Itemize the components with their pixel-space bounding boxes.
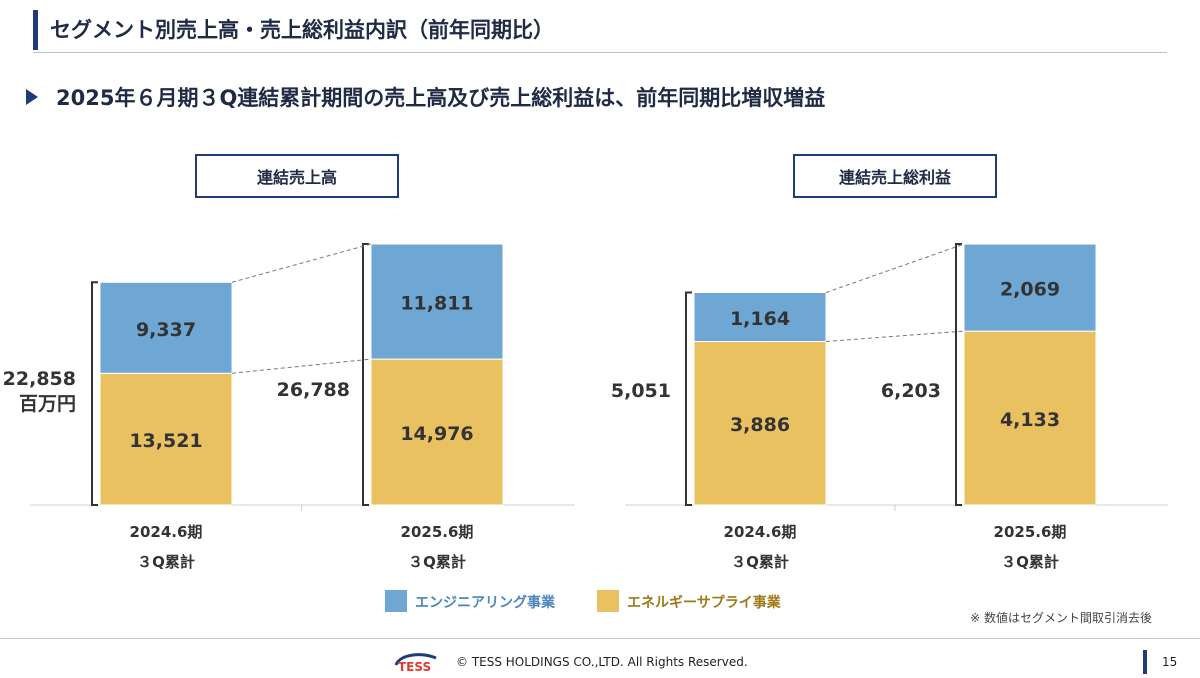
data-label-energy-supply: 4,133	[1000, 409, 1060, 431]
unit-label: 百万円	[19, 393, 76, 415]
headline-text: 2025年６月期３Q連結累計期間の売上高及び売上総利益は、前年同期比増収増益	[56, 86, 826, 110]
total-label: 6,203	[881, 380, 941, 402]
page-title: セグメント別売上高・売上総利益内訳（前年同期比）	[50, 18, 554, 42]
logo-text: TESS	[398, 660, 431, 674]
bar-energy-supply	[963, 330, 1097, 506]
legend-swatch-engineering	[385, 590, 407, 612]
bar-energy-supply	[99, 372, 233, 506]
chart-title-0: 連結売上高	[257, 168, 337, 187]
chart-title-box-0	[195, 154, 399, 198]
footnote: ※ 数値はセグメント間取引消去後	[970, 611, 1152, 625]
legend-label-engineering: エンジニアリング事業	[415, 595, 555, 611]
segment-charts: 連結売上高 13,521 9,337 22,858 2024.6期 ３Q累計 14,976 1…	[3, 154, 1168, 571]
page-number-bar	[1143, 650, 1147, 674]
total-label: 26,788	[277, 379, 350, 401]
bar-energy-supply	[693, 340, 827, 506]
copyright: © TESS HOLDINGS CO.,LTD. All Rights Rese…	[456, 655, 748, 669]
bar-engineering	[99, 281, 233, 374]
legend-label-energy-supply: エネルギーサプライ事業	[627, 595, 781, 611]
data-label-energy-supply: 3,886	[730, 414, 790, 436]
bar-engineering	[963, 243, 1097, 332]
x-tick-label-line2: ３Q累計	[1001, 553, 1059, 571]
page-number: 15	[1162, 655, 1178, 669]
data-label-engineering: 9,337	[136, 319, 196, 341]
x-tick-label-line1: 2024.6期	[724, 523, 797, 541]
bar-engineering	[370, 243, 504, 360]
bar-energy-supply	[370, 358, 504, 506]
tess-logo-icon: TESS	[394, 653, 437, 674]
chart-title-box-1	[793, 154, 997, 198]
connector-segment	[825, 330, 965, 342]
triangle-bullet-icon	[26, 89, 38, 105]
x-tick-label-line1: 2024.6期	[130, 523, 203, 541]
header: セグメント別売上高・売上総利益内訳（前年同期比）	[0, 0, 1200, 52]
data-label-engineering: 1,164	[730, 308, 790, 330]
footer-divider	[0, 638, 1200, 639]
legend-swatch-energy-supply	[597, 590, 619, 612]
x-tick-label-line2: ３Q累計	[731, 553, 789, 571]
total-bracket	[685, 291, 692, 506]
total-label: 22,858	[3, 368, 76, 390]
data-label-engineering: 2,069	[1000, 279, 1060, 301]
header-accent-bar	[33, 10, 38, 50]
connector-top	[825, 243, 965, 293]
connector-top	[231, 243, 372, 283]
data-label-engineering: 11,811	[400, 293, 473, 315]
x-tick-label-line1: 2025.6期	[994, 523, 1067, 541]
data-label-energy-supply: 14,976	[400, 423, 473, 445]
data-label-energy-supply: 13,521	[129, 430, 202, 452]
chart-title-1: 連結売上総利益	[839, 168, 951, 187]
connector-segment	[231, 358, 372, 374]
bar-engineering	[693, 292, 827, 342]
x-tick-label-line2: ３Q累計	[408, 553, 466, 571]
total-bracket	[91, 281, 98, 506]
total-label: 5,051	[611, 380, 671, 402]
total-bracket	[362, 243, 369, 506]
x-tick-label-line2: ３Q累計	[137, 553, 195, 571]
x-tick-label-line1: 2025.6期	[401, 523, 474, 541]
header-divider	[33, 52, 1167, 53]
total-bracket	[955, 243, 962, 506]
